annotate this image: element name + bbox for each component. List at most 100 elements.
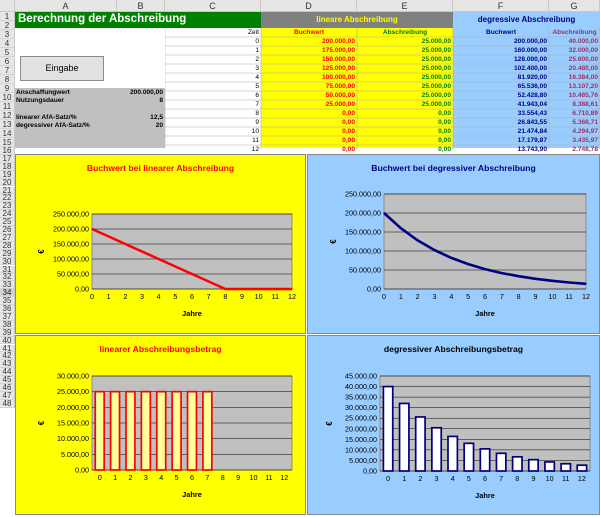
input-value-linearer-afa[interactable]: 12,5: [150, 114, 163, 121]
row-header-44[interactable]: 44: [0, 368, 15, 377]
degressive-buchwert-cell[interactable]: 200.000,00: [513, 38, 547, 45]
row-header-37[interactable]: 37: [0, 312, 15, 321]
row-header-30[interactable]: 30: [0, 257, 15, 266]
row-header-32[interactable]: 32: [0, 273, 15, 282]
row-header-6[interactable]: 6: [0, 57, 15, 66]
row-header-40[interactable]: 40: [0, 336, 15, 345]
linear-buchwert-cell[interactable]: 25.000,00: [325, 101, 355, 108]
zeit-cell[interactable]: 9: [255, 119, 259, 126]
linear-buchwert-cell[interactable]: 175.000,00: [321, 47, 355, 54]
column-header-a[interactable]: A: [15, 0, 117, 12]
degressive-buchwert-cell[interactable]: 13.743,90: [517, 146, 547, 153]
linear-buchwert-cell[interactable]: 50.000,00: [325, 92, 355, 99]
linear-abschreibung-cell[interactable]: 0,00: [438, 146, 451, 153]
chart-degressive-buchwert[interactable]: Buchwert bei degressiver Abschreibung 0,…: [307, 154, 600, 334]
degressive-abschreibung-cell[interactable]: 20.480,00: [568, 65, 598, 72]
degressive-buchwert-cell[interactable]: 33.554,43: [517, 110, 547, 117]
linear-abschreibung-cell[interactable]: 25.000,00: [421, 92, 451, 99]
linear-buchwert-cell[interactable]: 200.000,00: [321, 38, 355, 45]
degressive-abschreibung-cell[interactable]: 10.485,76: [568, 92, 598, 99]
degressive-abschreibung-cell[interactable]: 2.748,78: [572, 146, 598, 153]
linear-abschreibung-cell[interactable]: 25.000,00: [421, 101, 451, 108]
zeit-cell[interactable]: 5: [255, 83, 259, 90]
linear-abschreibung-cell[interactable]: 0,00: [438, 110, 451, 117]
linear-buchwert-cell[interactable]: 125.000,00: [321, 65, 355, 72]
row-header-9[interactable]: 9: [0, 84, 15, 93]
degressive-buchwert-cell[interactable]: 65.536,00: [517, 83, 547, 90]
row-header-19[interactable]: 19: [0, 170, 15, 179]
row-header-3[interactable]: 3: [0, 30, 15, 39]
row-header-47[interactable]: 47: [0, 391, 15, 400]
input-value-nutzungsdauer[interactable]: 8: [159, 97, 163, 104]
degressive-buchwert-cell[interactable]: 17.179,87: [517, 137, 547, 144]
column-header-c[interactable]: C: [165, 0, 261, 12]
degressive-abschreibung-cell[interactable]: 16.384,00: [568, 74, 598, 81]
row-header-8[interactable]: 8: [0, 75, 15, 84]
degressive-abschreibung-cell[interactable]: 3.435,97: [572, 137, 598, 144]
degressive-buchwert-cell[interactable]: 160.000,00: [513, 47, 547, 54]
row-header-27[interactable]: 27: [0, 233, 15, 242]
row-header-36[interactable]: 36: [0, 305, 15, 313]
linear-buchwert-cell[interactable]: 0,00: [342, 146, 355, 153]
chart-linear-abschreibung[interactable]: linearer Abschreibungsbetrag 0,00 5.000,0…: [15, 335, 306, 515]
row-header-4[interactable]: 4: [0, 39, 15, 48]
row-header-23[interactable]: 23: [0, 202, 15, 211]
row-header-48[interactable]: 48: [0, 399, 15, 408]
degressive-abschreibung-cell[interactable]: 5.368,71: [572, 119, 598, 126]
select-all-corner[interactable]: [0, 0, 15, 12]
linear-buchwert-cell[interactable]: 0,00: [342, 110, 355, 117]
eingabe-button[interactable]: Eingabe: [20, 56, 104, 81]
zeit-cell[interactable]: 0: [255, 38, 259, 45]
degressive-abschreibung-cell[interactable]: 40.000,00: [568, 38, 598, 45]
degressive-abschreibung-cell[interactable]: 13.107,20: [568, 83, 598, 90]
row-header-16[interactable]: 16: [0, 147, 15, 155]
linear-abschreibung-cell[interactable]: 0,00: [438, 137, 451, 144]
linear-buchwert-cell[interactable]: 0,00: [342, 128, 355, 135]
row-header-13[interactable]: 13: [0, 120, 15, 129]
degressive-buchwert-cell[interactable]: 26.843,55: [517, 119, 547, 126]
row-header-7[interactable]: 7: [0, 66, 15, 75]
linear-buchwert-cell[interactable]: 0,00: [342, 119, 355, 126]
linear-abschreibung-cell[interactable]: 25.000,00: [421, 83, 451, 90]
row-header-20[interactable]: 20: [0, 178, 15, 187]
row-header-25[interactable]: 25: [0, 218, 15, 226]
column-header-d[interactable]: D: [261, 0, 357, 12]
row-header-41[interactable]: 41: [0, 344, 15, 353]
row-header-34[interactable]: 34: [0, 289, 15, 298]
row-header-43[interactable]: 43: [0, 360, 15, 369]
linear-buchwert-cell[interactable]: 100.000,00: [321, 74, 355, 81]
linear-buchwert-cell[interactable]: 75.000,00: [325, 83, 355, 90]
zeit-cell[interactable]: 2: [255, 56, 259, 63]
column-header-e[interactable]: E: [357, 0, 453, 12]
row-header-14[interactable]: 14: [0, 129, 15, 138]
row-header-5[interactable]: 5: [0, 48, 15, 57]
zeit-cell[interactable]: 10: [251, 128, 259, 135]
degressive-buchwert-cell[interactable]: 102.400,00: [513, 65, 547, 72]
degressive-abschreibung-cell[interactable]: 25.600,00: [568, 56, 598, 63]
chart-linear-buchwert[interactable]: Buchwert bei linearer Abschreibung 0,00 5…: [15, 154, 306, 334]
row-header-2[interactable]: 2: [0, 21, 15, 30]
row-header-42[interactable]: 42: [0, 352, 15, 361]
row-header-11[interactable]: 11: [0, 102, 15, 111]
degressive-abschreibung-cell[interactable]: 6.710,89: [572, 110, 598, 117]
row-header-10[interactable]: 10: [0, 93, 15, 102]
column-header-g[interactable]: G: [549, 0, 600, 12]
degressive-buchwert-cell[interactable]: 128.000,00: [513, 56, 547, 63]
input-value-anschaffungswert[interactable]: 200.000,00: [129, 89, 163, 96]
row-header-38[interactable]: 38: [0, 320, 15, 329]
row-header-28[interactable]: 28: [0, 241, 15, 250]
zeit-cell[interactable]: 1: [255, 47, 259, 54]
zeit-cell[interactable]: 8: [255, 110, 259, 117]
row-header-12[interactable]: 12: [0, 111, 15, 120]
linear-buchwert-cell[interactable]: 0,00: [342, 137, 355, 144]
linear-abschreibung-cell[interactable]: 25.000,00: [421, 38, 451, 45]
linear-abschreibung-cell[interactable]: 25.000,00: [421, 74, 451, 81]
zeit-cell[interactable]: 4: [255, 74, 259, 81]
degressive-buchwert-cell[interactable]: 41.943,04: [517, 101, 547, 108]
zeit-cell[interactable]: 3: [255, 65, 259, 72]
zeit-cell[interactable]: 7: [255, 101, 259, 108]
row-header-24[interactable]: 24: [0, 210, 15, 219]
row-header-31[interactable]: 31: [0, 265, 15, 274]
row-header-29[interactable]: 29: [0, 249, 15, 258]
row-header-1[interactable]: 1: [0, 12, 15, 21]
